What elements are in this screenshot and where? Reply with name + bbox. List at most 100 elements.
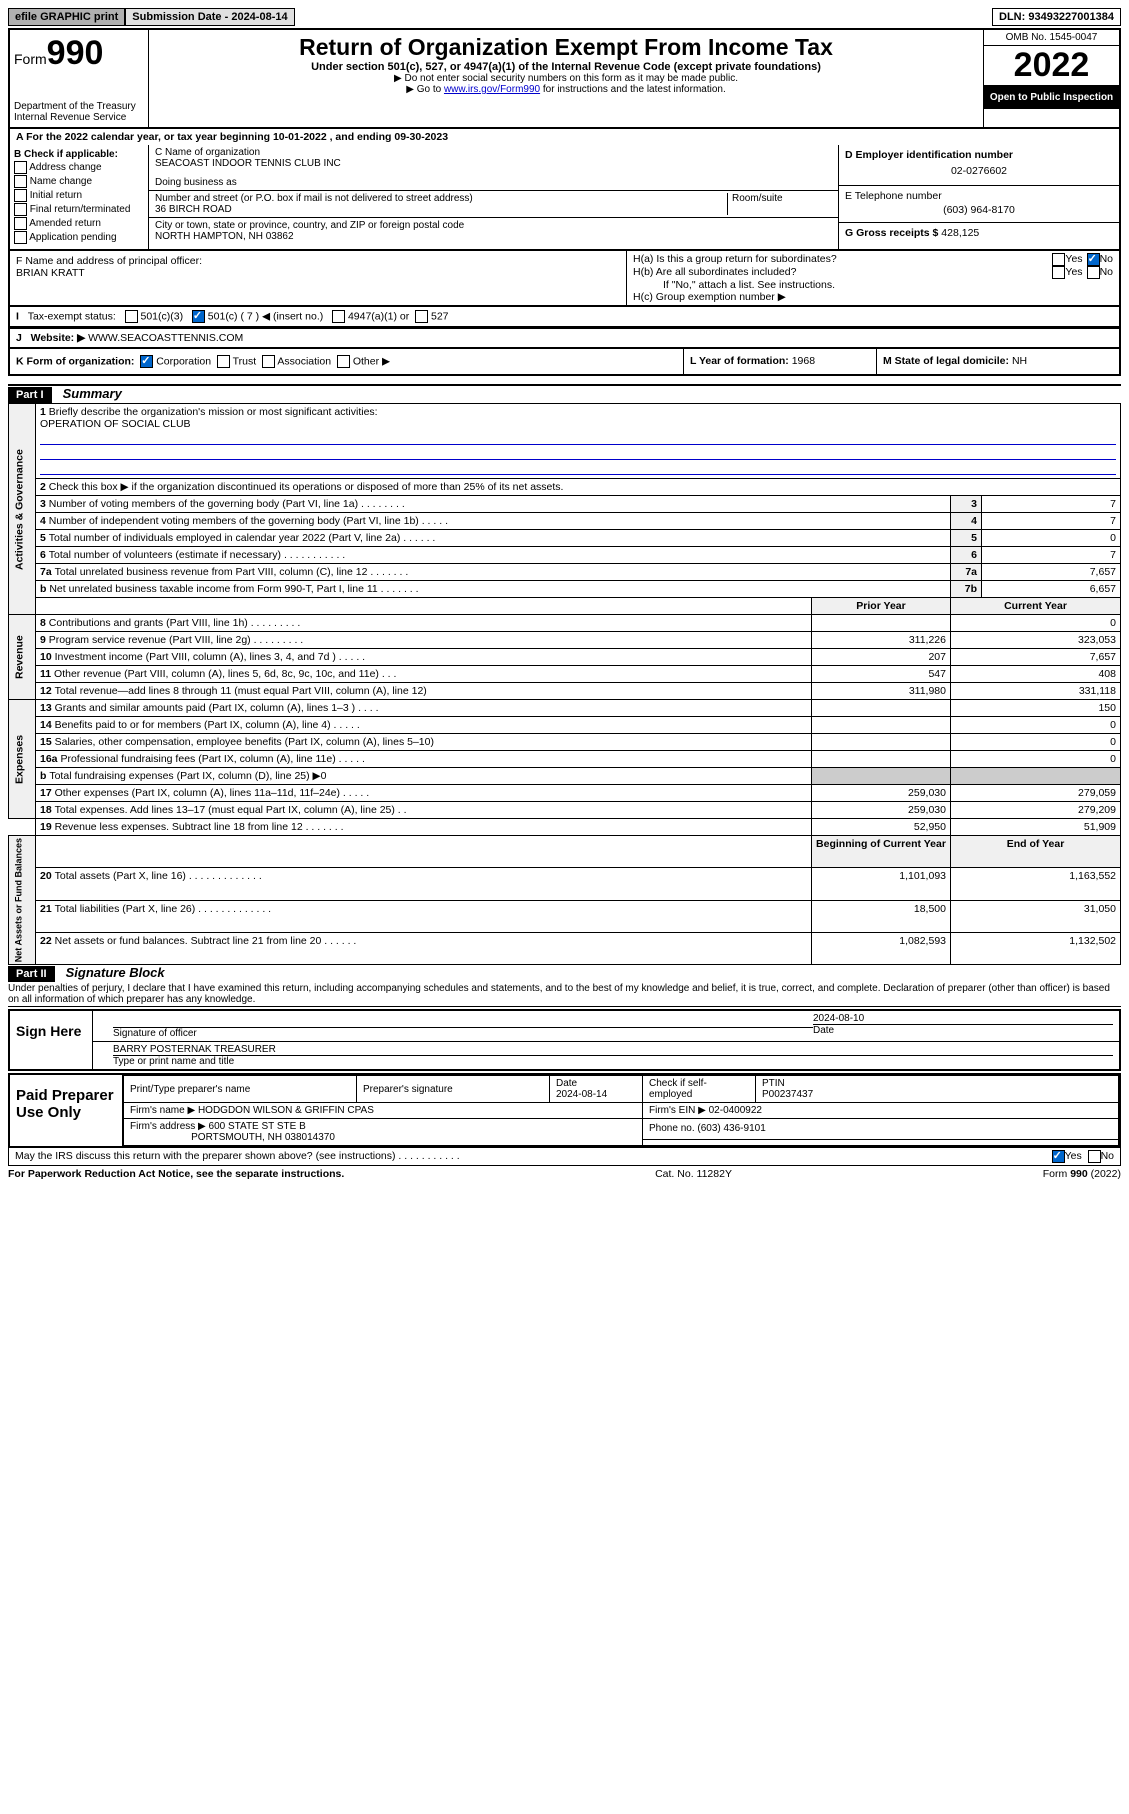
row-num: 16a [40,753,58,765]
box-i: I Tax-exempt status: 501(c)(3) 501(c) ( … [10,307,1119,327]
prior-val: 547 [812,666,951,683]
checkbox-icon[interactable] [125,310,138,323]
box-g: G Gross receipts $ 428,125 [839,223,1119,243]
checkbox-checked-icon[interactable] [192,310,205,323]
table-row: 12 Total revenue—add lines 8 through 11 … [9,683,1121,700]
chk-final-return[interactable]: Final return/terminated [14,203,144,216]
hdr-curr: Current Year [951,598,1121,615]
part1-title: Summary [55,386,122,401]
row-num: 5 [40,532,46,544]
entity-block: B Check if applicable: Address change Na… [8,145,1121,251]
irs-link[interactable]: www.irs.gov/Form990 [444,84,540,95]
addr-value2: PORTSMOUTH, NH 038014370 [191,1132,335,1143]
box-c: C Name of organization SEACOAST INDOOR T… [149,145,838,249]
row-key: 5 [951,530,982,547]
firm-label: Firm's name ▶ [130,1105,195,1116]
ein-value: 02-0400922 [709,1105,762,1116]
checkbox-icon [14,217,27,230]
chk-initial-return[interactable]: Initial return [14,189,144,202]
paid-preparer-label: Paid Preparer Use Only [10,1075,123,1146]
preparer-table: Print/Type preparer's name Preparer's si… [123,1075,1119,1146]
curr-val: 279,059 [951,785,1121,802]
website-value: WWW.SEACOASTTENNIS.COM [88,332,243,344]
phone-label: Phone no. [649,1123,697,1134]
row-desc: Total number of volunteers (estimate if … [49,549,345,561]
box-d: D Employer identification number 02-0276… [839,145,1119,186]
prior-val [812,717,951,734]
checkbox-icon[interactable] [1052,266,1065,279]
addr-label: Firm's address ▶ [130,1121,206,1132]
sig-line [113,1013,813,1028]
firm-phone-row: Phone no. (603) 436-9101 [643,1119,1119,1140]
prior-val: 259,030 [812,785,951,802]
q1-row: 1 Briefly describe the organization's mi… [36,404,1121,479]
fh-row: F Name and address of principal officer:… [8,251,1121,307]
checkbox-icon[interactable] [332,310,345,323]
prior-val: 1,101,093 [812,868,951,900]
paid-preparer-block: Paid Preparer Use Only Print/Type prepar… [8,1073,1121,1148]
box-h: H(a) Is this a group return for subordin… [626,251,1119,305]
checkbox-icon[interactable] [217,355,230,368]
chk-name-change[interactable]: Name change [14,175,144,188]
efile-print-button[interactable]: efile GRAPHIC print [8,8,125,26]
curr-val: 1,132,502 [951,932,1121,964]
prior-val: 52,950 [812,819,951,836]
checkbox-icon[interactable] [1052,253,1065,266]
shaded-cell [812,768,951,785]
table-row: 14 Benefits paid to or for members (Part… [9,717,1121,734]
no-label: No [1100,266,1113,279]
chk-address-change[interactable]: Address change [14,161,144,174]
checkbox-icon[interactable] [1088,1150,1101,1163]
sig-date-value: 2024-08-10 [813,1013,1113,1024]
box-b: B Check if applicable: Address change Na… [10,145,149,249]
checkbox-icon[interactable] [337,355,350,368]
date-value: 2024-08-14 [556,1089,607,1100]
checkbox-checked-icon[interactable] [1087,253,1100,266]
firm-ein-row: Firm's EIN ▶ 02-0400922 [643,1103,1119,1119]
table-row: 4 Number of independent voting members o… [9,513,1121,530]
ein-label: Firm's EIN ▶ [649,1105,706,1116]
table-row: b Total fundraising expenses (Part IX, c… [9,768,1121,785]
underline [40,461,1116,475]
form-subtitle: Under section 501(c), 527, or 4947(a)(1)… [153,61,979,73]
domicile-label: M State of legal domicile: [883,355,1012,367]
spacer [643,1139,1119,1145]
row-num: 19 [40,821,52,833]
checkbox-checked-icon[interactable] [140,355,153,368]
row-num: 20 [40,870,52,882]
part1-header: Part I Summary [8,384,1121,403]
note2-pre: ▶ Go to [406,84,444,95]
opt-501c3: 501(c)(3) [141,310,184,322]
row-desc: Total fundraising expenses (Part IX, col… [49,770,326,782]
phone-value: (603) 964-8170 [845,202,1113,218]
officer-name: BRIAN KRATT [16,267,620,279]
checkbox-icon[interactable] [1087,266,1100,279]
table-row: b Net unrelated business taxable income … [9,581,1121,598]
row-num: 14 [40,719,52,731]
yes-label: Yes [1065,266,1082,279]
checkbox-icon[interactable] [262,355,275,368]
curr-val: 0 [951,734,1121,751]
header-right: OMB No. 1545-0047 2022 Open to Public In… [983,30,1119,127]
note2-post: for instructions and the latest informat… [540,84,726,95]
opt-corp: Corporation [156,355,211,367]
sig-name-row: BARRY POSTERNAK TREASURER Type or print … [93,1042,1119,1069]
domicile-value: NH [1012,355,1027,367]
ptin-label: PTIN [762,1078,785,1089]
header-center: Return of Organization Exempt From Incom… [149,30,983,127]
sig-officer-label: Signature of officer [113,1028,813,1039]
row-key: 3 [951,496,982,513]
prior-val [812,734,951,751]
row-desc: Salaries, other compensation, employee b… [55,736,434,748]
yes-label: Yes [1065,1150,1082,1163]
checkbox-icon[interactable] [415,310,428,323]
row-key: 4 [951,513,982,530]
box-l: L Year of formation: 1968 [683,349,876,374]
box-e: E Telephone number (603) 964-8170 [839,186,1119,223]
chk-application-pending[interactable]: Application pending [14,231,144,244]
row-desc: Number of independent voting members of … [49,515,448,527]
checkbox-checked-icon[interactable] [1052,1150,1065,1163]
underline [40,431,1116,445]
shaded-cell [951,768,1121,785]
chk-amended-return[interactable]: Amended return [14,217,144,230]
